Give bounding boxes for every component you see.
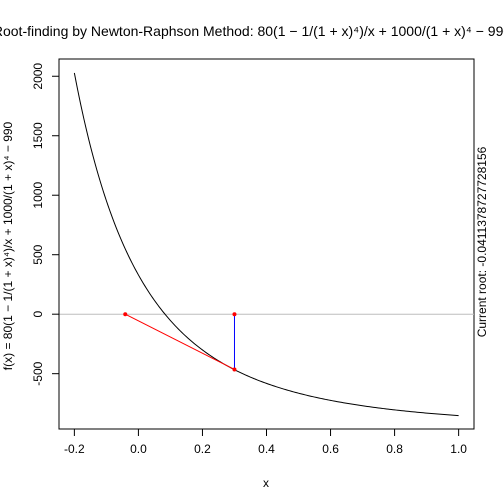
x-tick-label: 0.4 [258,442,275,456]
current-root-label: Current root: -0.0411378727728156 [475,146,489,337]
y-axis-label: f(x) = 80(1 − 1/(1 + x)⁴)/x + 1000/(1 + … [1,121,15,370]
x-tick-label: 0.8 [386,442,403,456]
chart-title: Root-finding by Newton-Raphson Method: 8… [0,23,504,39]
y-tick-label: 0 [31,311,45,318]
function-curve-group [73,72,459,417]
y-tick-label: -500 [31,361,45,385]
y-tick-label: 2000 [31,63,45,90]
plot-box [58,58,475,430]
x-tick-label: 0.2 [194,442,211,456]
y-tick-label: 1000 [31,182,45,209]
x-tick-label: -0.2 [64,442,85,456]
next-root-point [123,312,128,317]
x-tick-label: 0.0 [130,442,147,456]
newton-step-group [123,312,237,372]
x-axis-label: x [263,476,269,490]
x-axis: -0.2 0.0 0.2 0.4 0.6 0.8 1.0 [64,428,467,456]
y-tick-label: 500 [31,244,45,264]
tangent-line [125,313,235,370]
y-axis: -500 0 500 1000 1500 2000 [31,63,60,386]
y-tick-label: 1500 [31,122,45,149]
current-x-point [232,312,237,317]
function-curve [73,72,459,417]
x-tick-label: 1.0 [450,442,467,456]
current-point [232,367,237,372]
plot-frame [58,58,475,430]
x-tick-label: 0.6 [322,442,339,456]
